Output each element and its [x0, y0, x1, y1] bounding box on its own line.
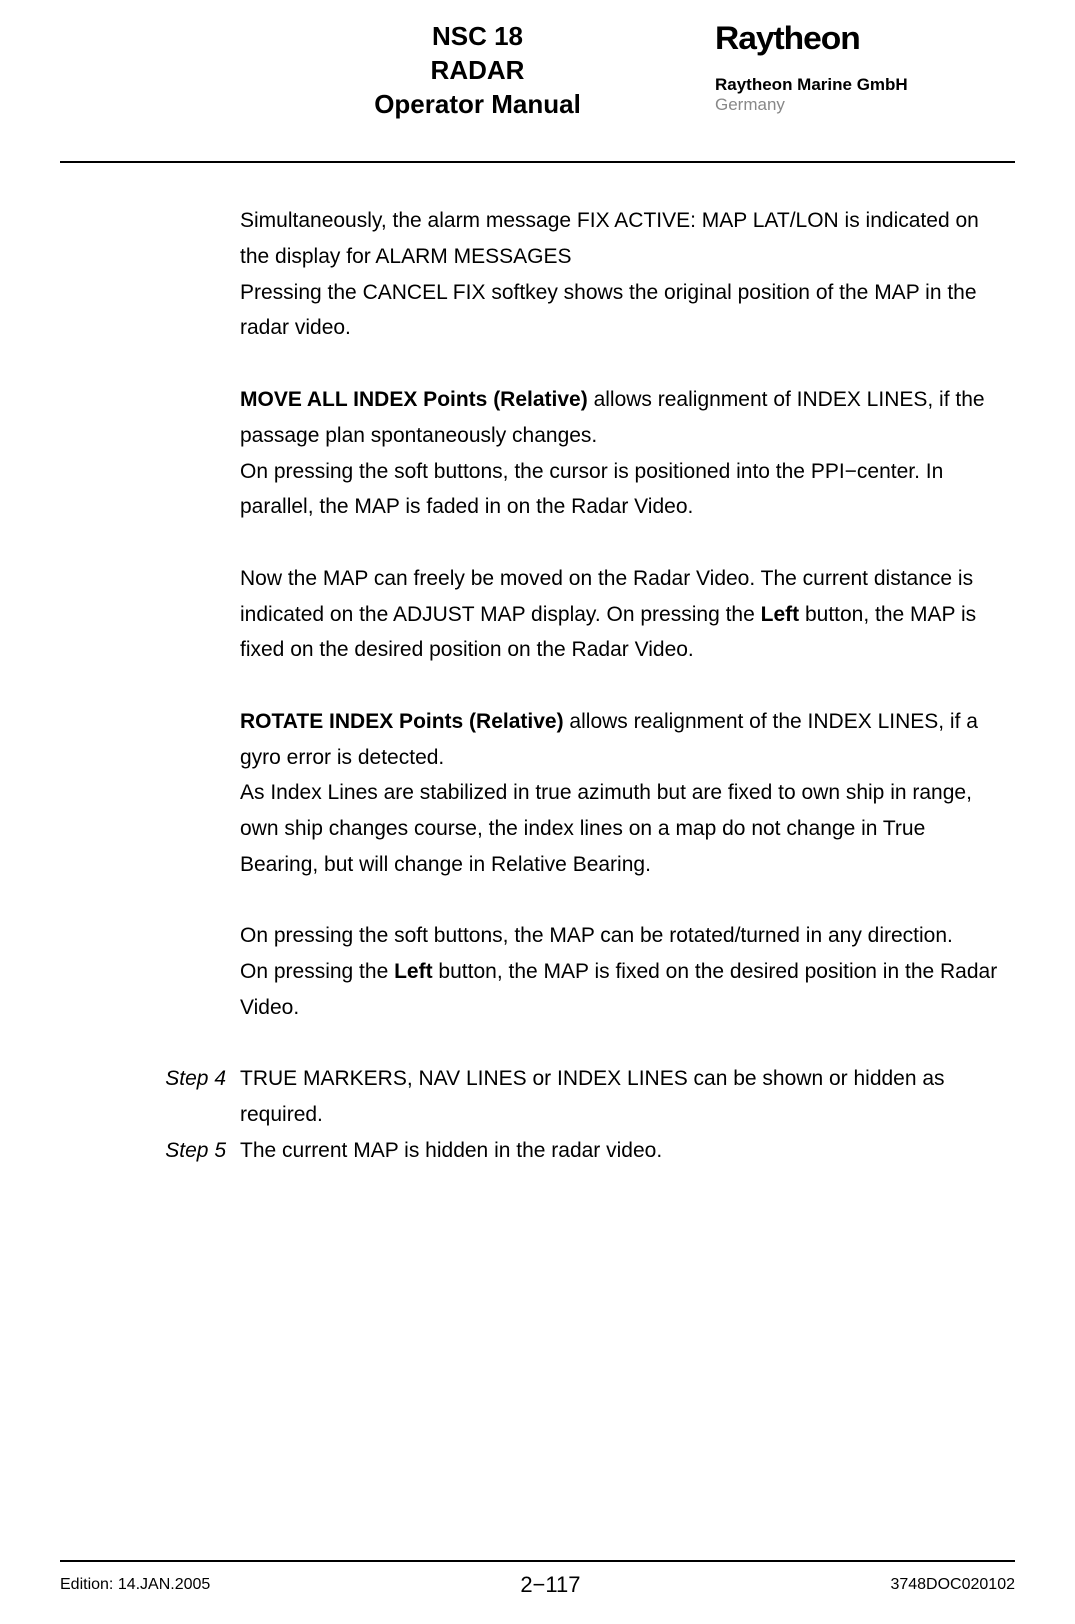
page-footer: Edition: 14.JAN.2005 2−117 3748DOC020102 [0, 1560, 1075, 1598]
paragraph-3: Now the MAP can freely be moved on the R… [240, 561, 1005, 668]
paragraph-4: ROTATE INDEX Points (Relative) allows re… [240, 704, 1005, 882]
p5-bold: Left [394, 960, 433, 983]
step-4-row: Step 4 TRUE MARKERS, NAV LINES or INDEX … [70, 1061, 1005, 1132]
brand-subtitle-1: Raytheon Marine GmbH [715, 75, 1015, 95]
p3-bold: Left [761, 603, 800, 626]
doc-title-line2: RADAR [240, 54, 715, 88]
p5-line1: On pressing the soft buttons, the MAP ca… [240, 924, 953, 947]
page: NSC 18 RADAR Operator Manual Raytheon Ra… [0, 0, 1075, 1624]
paragraph-2: MOVE ALL INDEX Points (Relative) allows … [240, 382, 1005, 525]
p2-bold: MOVE ALL INDEX Points (Relative) [240, 388, 588, 411]
paragraph-5: On pressing the soft buttons, the MAP ca… [240, 918, 1005, 1025]
p1-line1: Simultaneously, the alarm message FIX AC… [240, 209, 979, 268]
footer-page-number: 2−117 [520, 1572, 580, 1598]
step-5-label: Step 5 [70, 1133, 240, 1169]
step-5-text: The current MAP is hidden in the radar v… [240, 1133, 1005, 1169]
page-header: NSC 18 RADAR Operator Manual Raytheon Ra… [0, 0, 1075, 121]
footer-edition: Edition: 14.JAN.2005 [60, 1576, 210, 1594]
p4-bold: ROTATE INDEX Points (Relative) [240, 710, 564, 733]
paragraph-1: Simultaneously, the alarm message FIX AC… [240, 203, 1005, 346]
brand-subtitle-2: Germany [715, 95, 1015, 115]
step-4-label: Step 4 [70, 1061, 240, 1132]
body-text: Simultaneously, the alarm message FIX AC… [0, 163, 1075, 1168]
document-title-block: NSC 18 RADAR Operator Manual [60, 20, 715, 121]
step-4-text: TRUE MARKERS, NAV LINES or INDEX LINES c… [240, 1061, 1005, 1132]
doc-title-line1: NSC 18 [240, 20, 715, 54]
p1-line2: Pressing the CANCEL FIX softkey shows th… [240, 281, 977, 340]
footer-row: Edition: 14.JAN.2005 2−117 3748DOC020102 [60, 1572, 1015, 1598]
p5-text1: On pressing the [240, 960, 394, 983]
doc-title-line3: Operator Manual [240, 88, 715, 122]
brand-block: Raytheon Raytheon Marine GmbH Germany [715, 20, 1015, 121]
footer-rule [60, 1560, 1015, 1562]
p2-line2: On pressing the soft buttons, the cursor… [240, 460, 943, 519]
step-5-row: Step 5 The current MAP is hidden in the … [70, 1133, 1005, 1169]
footer-doc-id: 3748DOC020102 [890, 1576, 1015, 1594]
p4-line2: As Index Lines are stabilized in true az… [240, 781, 972, 875]
brand-logo: Raytheon [715, 20, 1030, 57]
